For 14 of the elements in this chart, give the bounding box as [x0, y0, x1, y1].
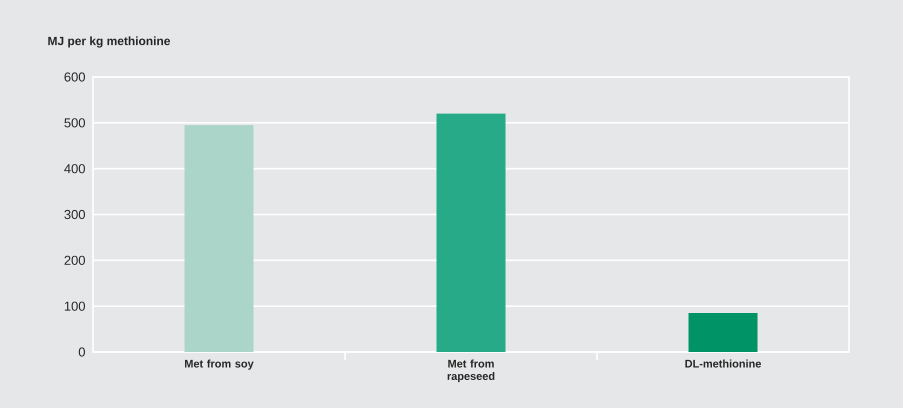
bar — [688, 313, 758, 352]
y-tick-label: 100 — [64, 302, 85, 311]
y-tick-label: 400 — [64, 164, 85, 174]
chart-title: MJ per kg methionine — [48, 36, 170, 48]
y-tick-label: 200 — [64, 256, 85, 265]
x-tick-label: Met from rapeseed — [448, 360, 494, 382]
bar — [184, 125, 254, 352]
bar — [436, 114, 506, 352]
y-tick-label: 300 — [64, 210, 85, 220]
y-tick-label: 0 — [78, 347, 85, 357]
x-tick-label: Met from soy — [185, 360, 254, 370]
y-tick-label: 500 — [64, 118, 85, 128]
x-tick-label: DL-methionine — [685, 360, 761, 368]
y-tick-label: 600 — [64, 72, 85, 82]
